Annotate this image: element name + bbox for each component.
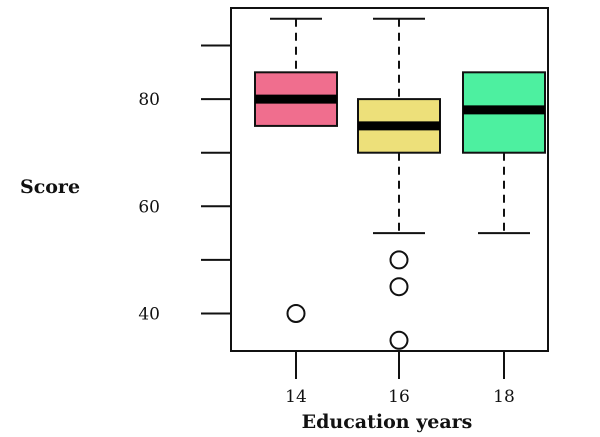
- y-tick-label-40: 40: [138, 304, 160, 324]
- outlier-point: [389, 250, 409, 270]
- outlier-point: [286, 303, 306, 323]
- x-tick-label-14: 14: [285, 387, 307, 407]
- outlier-point: [389, 277, 409, 297]
- y-tick-label-80: 80: [138, 90, 160, 110]
- x-tick-label-18: 18: [493, 387, 515, 407]
- boxes: [254, 17, 546, 350]
- x-tick-label-16: 16: [388, 387, 410, 407]
- y-axis: 40 60 80: [138, 44, 231, 324]
- outlier-point: [389, 330, 409, 350]
- y-tick-label-60: 60: [138, 197, 160, 217]
- plot-frame: [230, 7, 549, 352]
- x-axis: 14 16 18: [285, 351, 515, 407]
- x-axis-title: Education years: [302, 411, 473, 433]
- y-axis-title: Score: [20, 176, 80, 198]
- box-16: [357, 17, 441, 350]
- box-14: [254, 17, 338, 323]
- box-18: [462, 71, 546, 235]
